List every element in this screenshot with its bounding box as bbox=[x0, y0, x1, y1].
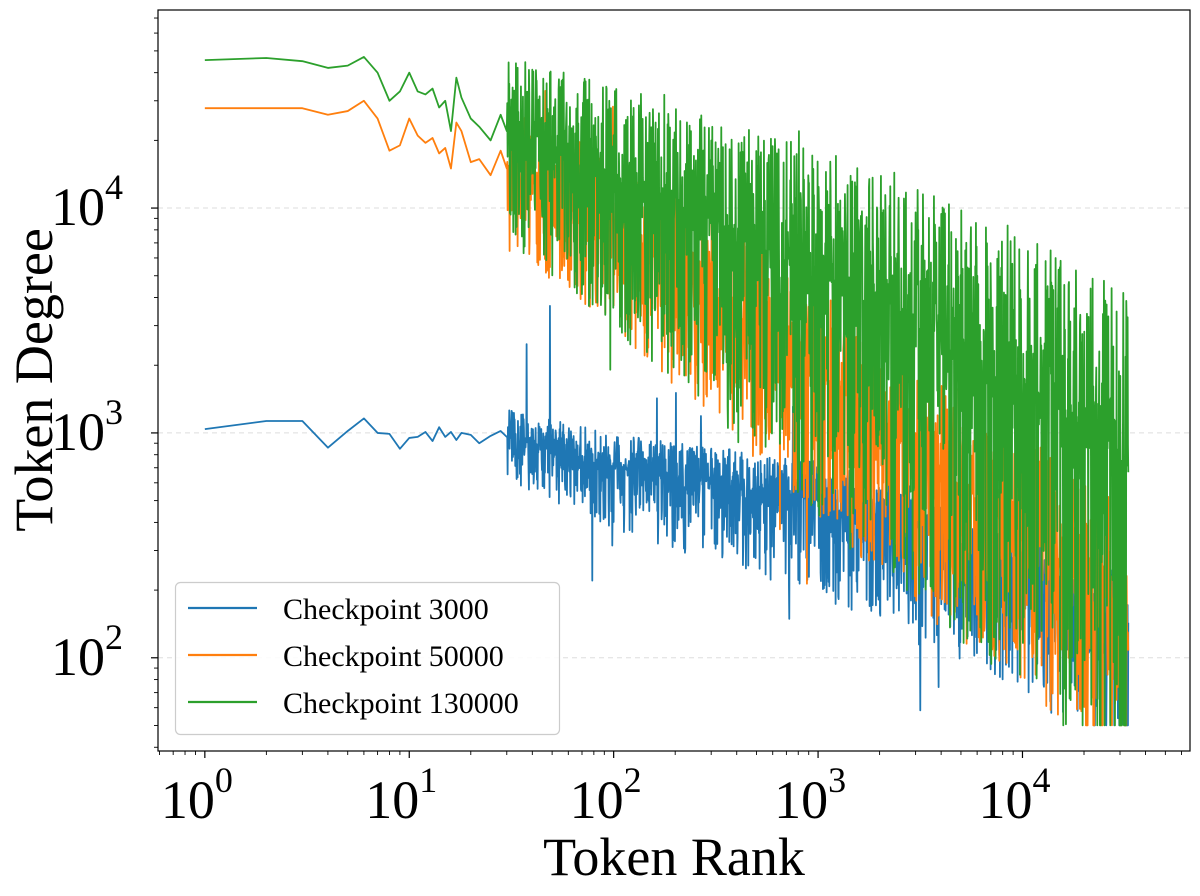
x-tick-base: 10 bbox=[161, 770, 215, 830]
legend-label-checkpoint-50000: Checkpoint 50000 bbox=[283, 640, 504, 673]
x-tick-label: 103 bbox=[774, 760, 846, 830]
x-tick-base: 10 bbox=[365, 770, 419, 830]
x-tick-base: 10 bbox=[978, 770, 1032, 830]
x-tick-base: 10 bbox=[774, 770, 828, 830]
y-tick-exponent: 2 bbox=[105, 617, 123, 657]
legend: Checkpoint 3000 Checkpoint 50000 Checkpo… bbox=[174, 581, 561, 736]
x-tick-label: 101 bbox=[365, 760, 437, 830]
x-tick-label: 100 bbox=[161, 760, 233, 830]
x-tick-exponent: 4 bbox=[1032, 760, 1050, 800]
x-tick-exponent: 0 bbox=[215, 760, 233, 800]
x-tick-exponent: 2 bbox=[624, 760, 642, 800]
legend-box bbox=[174, 581, 561, 736]
y-tick-base: 10 bbox=[51, 627, 105, 687]
y-tick-label: 102 bbox=[51, 617, 123, 687]
legend-label-checkpoint-3000: Checkpoint 3000 bbox=[283, 593, 489, 626]
y-tick-exponent: 4 bbox=[105, 167, 123, 207]
x-tick-exponent: 1 bbox=[419, 760, 437, 800]
x-axis-label: Token Rank bbox=[543, 827, 805, 887]
series-line-checkpoint-130000 bbox=[204, 56, 1130, 727]
y-tick-label: 104 bbox=[51, 167, 123, 237]
y-tick-exponent: 3 bbox=[105, 392, 123, 432]
y-tick-base: 10 bbox=[51, 402, 105, 462]
y-tick-label: 103 bbox=[51, 392, 123, 462]
x-tick-exponent: 3 bbox=[828, 760, 846, 800]
legend-label-checkpoint-130000: Checkpoint 130000 bbox=[283, 687, 519, 720]
series-lines bbox=[204, 56, 1130, 727]
x-tick-label: 102 bbox=[570, 760, 642, 830]
x-tick-base: 10 bbox=[570, 770, 624, 830]
plot-frame bbox=[157, 9, 1191, 752]
x-tick-label: 104 bbox=[978, 760, 1050, 830]
x-axis-ticks: 100 101 102 103 104 bbox=[159, 751, 1182, 830]
y-tick-base: 10 bbox=[51, 177, 105, 237]
y-axis-label: Token Degree bbox=[4, 228, 64, 532]
